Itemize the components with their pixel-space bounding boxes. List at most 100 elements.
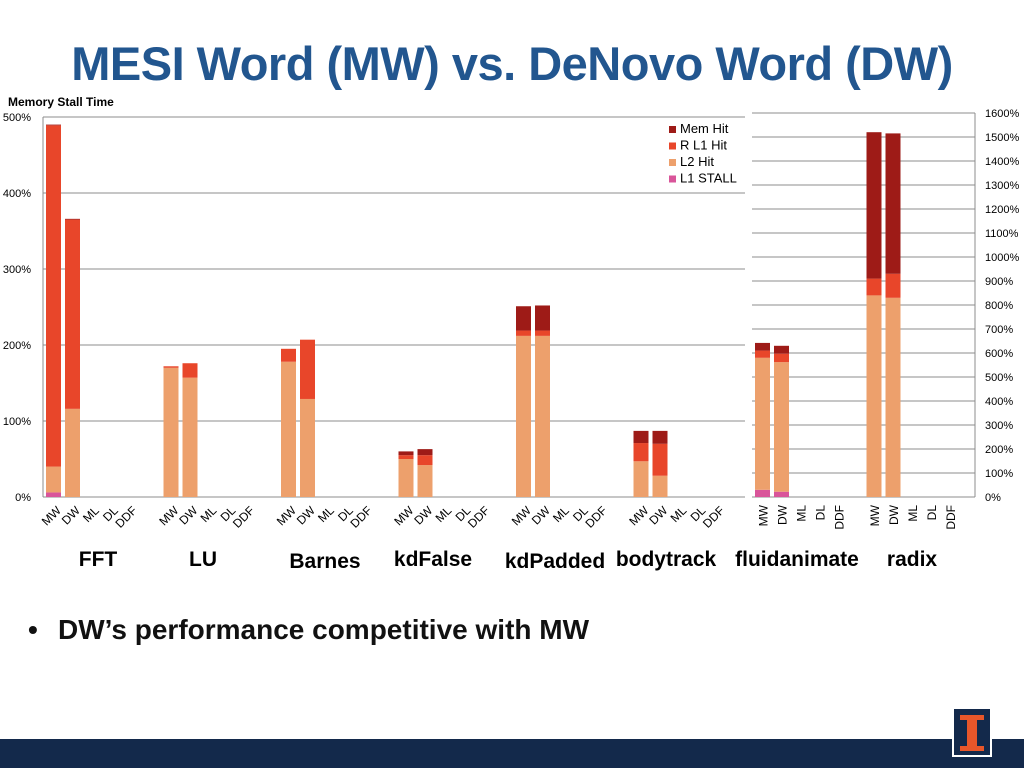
right-tick-label: 300% [985, 420, 1013, 432]
bar-segment-l1-stall [46, 492, 61, 497]
bar-segment-mem-hit [46, 124, 61, 126]
bar-segment-mem-hit [417, 449, 433, 456]
left-tick-label: 200% [3, 340, 31, 352]
bar-segment-mem-hit [516, 306, 531, 331]
bar-label: ML [668, 503, 690, 525]
bar-segment-r-l1-hit [398, 455, 414, 459]
left-tick-label: 100% [3, 416, 31, 428]
bar-segment-r-l1-hit [46, 125, 61, 467]
group-label: FFT [79, 548, 118, 571]
bar-label: ML [80, 503, 102, 525]
bar-label: MW [868, 504, 882, 526]
bar-segment-l1-stall [755, 489, 770, 497]
bar-segment-l1-stall [774, 491, 789, 497]
bar-label: DDF [700, 503, 727, 530]
bar-label: ML [315, 503, 337, 525]
bar-segment-l2-hit [398, 459, 414, 497]
bar-segment-l2-hit [652, 475, 668, 497]
bar-segment-l2-hit [633, 461, 649, 497]
grid-lines [43, 112, 975, 498]
right-tick-label: 1400% [985, 156, 1019, 168]
bar-segment-l2-hit [182, 377, 198, 497]
bar-segment-r-l1-hit [281, 348, 296, 362]
legend-entry: Mem Hit [680, 121, 729, 136]
bar-segment-r-l1-hit [535, 330, 550, 336]
bar-segment-mem-hit [755, 342, 770, 351]
left-tick-label: 300% [3, 264, 31, 276]
bullet-point: • DW’s performance competitive with MW [28, 614, 589, 646]
bar-label: DDF [833, 505, 847, 530]
legend-entry: L1 STALL [680, 171, 737, 186]
bar-label: DDF [582, 503, 609, 530]
bar-segment-l2-hit [300, 398, 315, 497]
bar-label: DDF [944, 505, 958, 530]
bar-label: DDF [230, 503, 257, 530]
bar-segment-l2-hit [65, 408, 80, 497]
bar-label: ML [906, 505, 920, 522]
right-tick-label: 100% [985, 468, 1013, 480]
bars [46, 124, 901, 497]
right-tick-label: 800% [985, 300, 1013, 312]
university-logo [952, 707, 992, 757]
group-label: kdPadded [505, 550, 605, 573]
left-tick-label: 400% [3, 188, 31, 200]
bar-segment-r-l1-hit [300, 339, 315, 399]
right-tick-label: 1300% [985, 180, 1019, 192]
right-tick-label: 1100% [985, 228, 1019, 240]
bar-segment-mem-hit [774, 345, 789, 354]
right-tick-label: 900% [985, 276, 1013, 288]
bar-segment-l2-hit [516, 335, 531, 497]
bar-segment-r-l1-hit [633, 443, 649, 462]
right-tick-label: 600% [985, 348, 1013, 360]
legend-swatch [669, 142, 676, 150]
bar-segment-r-l1-hit [163, 366, 179, 368]
legend-entry: L2 Hit [680, 154, 714, 169]
page-title: MESI Word (MW) vs. DeNovo Word (DW) [71, 37, 953, 90]
legend-entry: R L1 Hit [680, 138, 727, 153]
bar-label: DDF [465, 503, 492, 530]
bar-segment-r-l1-hit [65, 219, 80, 409]
bar-label: ML [795, 505, 809, 522]
bar-label: DW [776, 504, 790, 525]
right-tick-label: 700% [985, 324, 1013, 336]
axes [42, 113, 976, 497]
bar-segment-r-l1-hit [885, 273, 901, 298]
bar-segment-r-l1-hit [652, 443, 668, 476]
bar-segment-l2-hit [774, 362, 789, 492]
right-tick-label: 1600% [985, 108, 1019, 120]
bar-segment-r-l1-hit [417, 455, 433, 466]
bar-segment-mem-hit [65, 218, 80, 220]
bar-label: DL [814, 505, 828, 521]
chart-title: Memory Stall Time [8, 95, 114, 109]
left-tick-label: 500% [3, 112, 31, 124]
bar-segment-mem-hit [398, 451, 414, 456]
bar-segment-l2-hit [163, 367, 179, 497]
bar-label: MW [757, 504, 771, 526]
bar-segment-l2-hit [46, 466, 61, 493]
right-tick-label: 1000% [985, 252, 1019, 264]
memory-stall-chart: Memory Stall Time 0% 100% 200% 300% 400% 500% 0… [3, 95, 1020, 573]
bar-segment-mem-hit [535, 305, 550, 331]
footer-bar [0, 739, 1024, 768]
bar-segment-l2-hit [885, 297, 901, 497]
bar-label: DL [925, 505, 939, 521]
bar-segment-l2-hit [755, 357, 770, 490]
bar-segment-mem-hit [866, 132, 882, 279]
bar-label: DW [887, 504, 901, 525]
legend-swatch [669, 126, 676, 133]
legend-swatch [669, 159, 676, 166]
bar-segment-r-l1-hit [774, 353, 789, 363]
group-label: bodytrack [616, 548, 717, 571]
bar-segment-r-l1-hit [182, 363, 198, 378]
right-tick-label: 400% [985, 396, 1013, 408]
bar-segment-l2-hit [866, 295, 882, 497]
bar-segment-mem-hit [652, 430, 668, 444]
group-label: LU [189, 548, 217, 571]
right-tick-label: 200% [985, 444, 1013, 456]
group-label: kdFalse [394, 548, 472, 571]
left-tick-label: 0% [15, 492, 31, 504]
bar-segment-r-l1-hit [755, 350, 770, 358]
bullet-text: DW’s performance competitive with MW [58, 614, 590, 645]
bar-segment-l2-hit [281, 361, 296, 497]
